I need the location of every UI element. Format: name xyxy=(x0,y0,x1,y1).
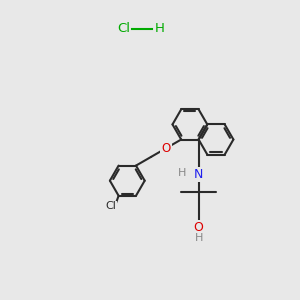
Text: H: H xyxy=(195,233,203,243)
Text: O: O xyxy=(161,142,171,155)
Text: N: N xyxy=(194,168,203,181)
Text: H: H xyxy=(178,168,186,178)
Text: O: O xyxy=(194,221,203,234)
Text: H: H xyxy=(155,22,165,35)
Text: Cl: Cl xyxy=(106,201,116,211)
Text: Cl: Cl xyxy=(118,22,130,35)
